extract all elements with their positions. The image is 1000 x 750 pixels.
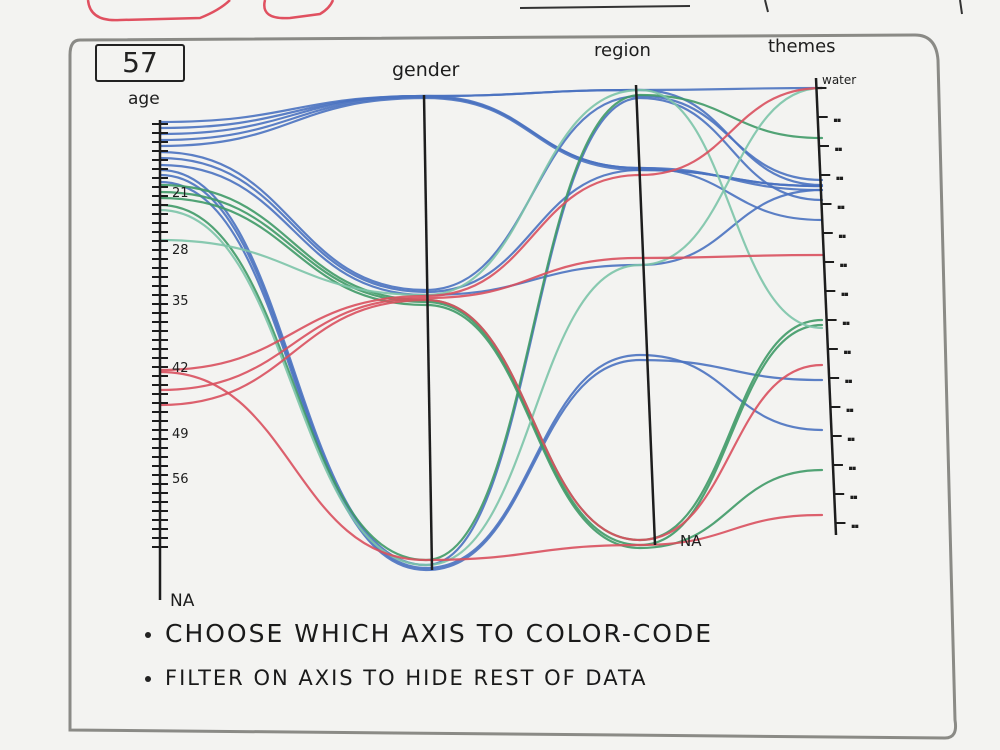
themes-axis-ticks: .............................. (816, 87, 859, 531)
data-line-green (158, 196, 824, 550)
themes-axis-label: themes (768, 36, 836, 57)
count-badge-value: 57 (122, 46, 158, 79)
sketch-frame (68, 33, 957, 740)
data-line-blue (158, 95, 824, 222)
data-line-blue (158, 173, 824, 570)
themes-tick-ellipsis: .. (841, 285, 848, 298)
age-tick-label: 28 (172, 243, 189, 258)
age-tick-label: 35 (172, 294, 189, 309)
bullet-icon (145, 632, 151, 638)
data-line-blue (158, 88, 824, 187)
themes-tick-ellipsis: .. (844, 343, 851, 356)
data-line-red (158, 298, 824, 542)
age-tick-label: NA (170, 591, 195, 611)
themes-tick-ellipsis: .. (838, 198, 845, 211)
age-axis-label: age (128, 89, 160, 109)
themes-tick-ellipsis: .. (845, 372, 852, 385)
themes-tick-ellipsis: .. (835, 140, 842, 153)
data-line-teal (158, 86, 824, 567)
region-axis-label: region (594, 40, 651, 61)
age-axis-ticks (152, 123, 168, 548)
data-line-blue (158, 96, 824, 567)
data-line-red (158, 253, 824, 392)
age-tick-label: 21 (172, 186, 189, 201)
data-line-red (158, 86, 824, 372)
data-line-blue (158, 180, 824, 572)
top-underline (519, 5, 691, 9)
themes-top-label: water (822, 73, 856, 87)
data-line-teal (158, 88, 824, 330)
age-tick-label: 49 (172, 427, 189, 442)
count-badge: 57 (95, 44, 185, 82)
note-filter: FILTER ON AXIS TO HIDE REST OF DATA (145, 656, 905, 700)
age-tick-label: 56 (172, 472, 189, 487)
sketch-notes: CHOOSE WHICH AXIS TO COLOR-CODE FILTER O… (145, 612, 905, 700)
themes-axis[interactable] (814, 77, 838, 536)
parallel-coordinate-lines (158, 86, 824, 572)
themes-tick-ellipsis: .. (848, 430, 855, 443)
gender-axis[interactable] (422, 94, 434, 571)
data-line-green (158, 190, 824, 547)
top-right-mark (764, 0, 963, 15)
themes-tick-ellipsis: .. (850, 488, 857, 501)
note-text: FILTER ON AXIS TO HIDE REST OF DATA (165, 666, 648, 690)
themes-tick-ellipsis: .. (834, 111, 841, 124)
bullet-icon (145, 676, 151, 682)
note-text: CHOOSE WHICH AXIS TO COLOR-CODE (165, 619, 714, 648)
themes-tick-ellipsis: .. (836, 169, 843, 182)
themes-tick-ellipsis: .. (849, 459, 856, 472)
age-tick-label: 42 (172, 361, 189, 376)
themes-tick-ellipsis: .. (839, 227, 846, 240)
data-line-blue (158, 96, 824, 188)
themes-tick-ellipsis: .. (851, 517, 858, 530)
data-line-blue (158, 86, 824, 124)
region-na-label: NA (680, 532, 702, 550)
themes-tick-ellipsis: .. (840, 256, 847, 269)
data-line-red (158, 370, 824, 562)
themes-tick-ellipsis: .. (846, 401, 853, 414)
top-red-scribble (86, 0, 335, 22)
data-line-green (158, 93, 824, 562)
gender-axis-label: gender (392, 59, 460, 81)
region-axis[interactable] (634, 84, 657, 546)
note-color-code: CHOOSE WHICH AXIS TO COLOR-CODE (145, 612, 905, 656)
themes-tick-ellipsis: .. (843, 314, 850, 327)
